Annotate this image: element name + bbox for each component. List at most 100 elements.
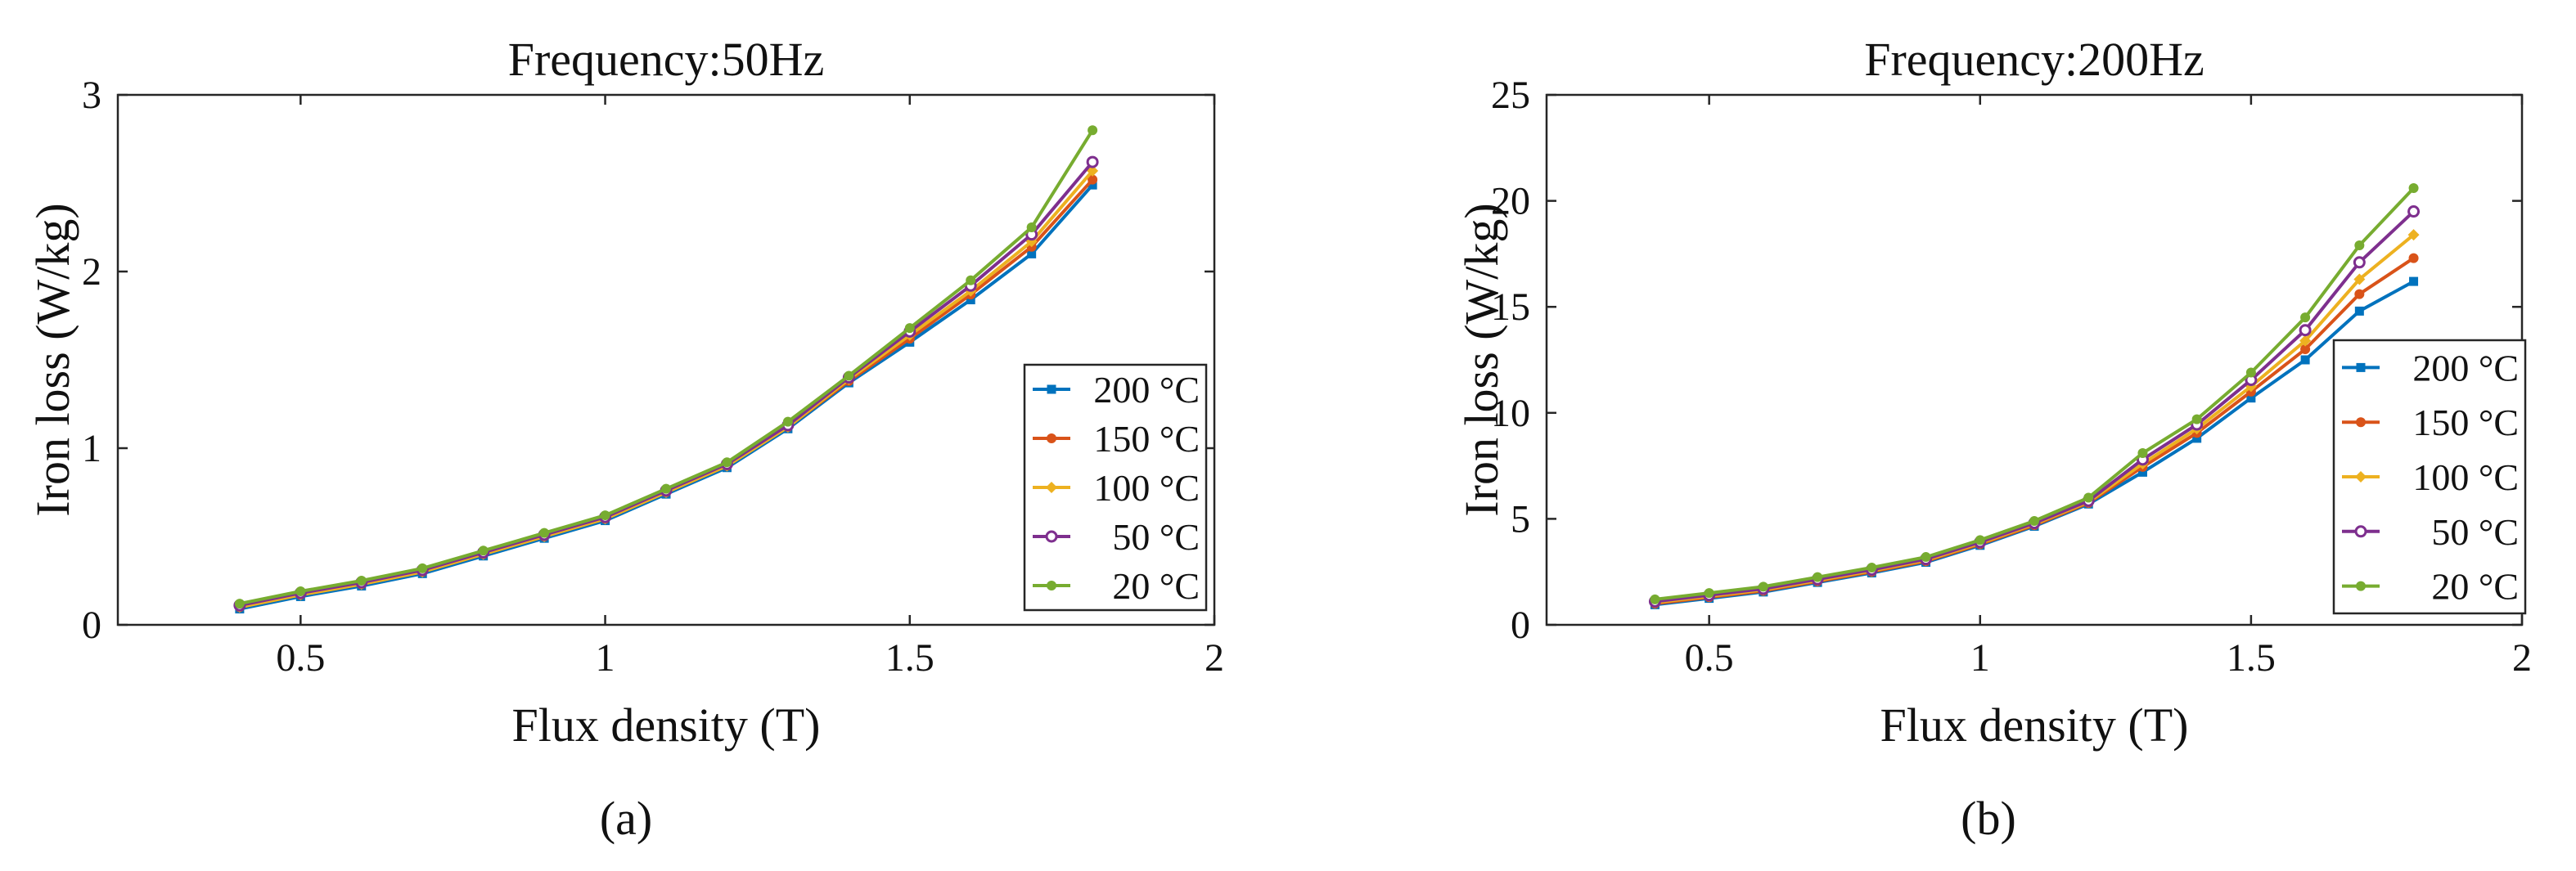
- panel-b-data-point: [1758, 581, 1768, 592]
- panel-b-x-axis-label: Flux density (T): [1880, 698, 2189, 752]
- panel-b-y-tick-label: 20: [1491, 180, 1530, 223]
- panel-b-x-tick-label: 1.5: [2227, 636, 2276, 680]
- panel-a-y-axis-label: Iron loss (W/kg): [26, 203, 79, 516]
- panel-b-data-point: [2407, 205, 2421, 218]
- panel-b-data-point: [2353, 256, 2366, 269]
- panel-b-title: Frequency:200Hz: [1864, 33, 2204, 86]
- panel-a-data-point: [782, 416, 793, 427]
- panel-b-x-tick-label: 0.5: [1685, 636, 1734, 680]
- panel-b-data-point: [2192, 433, 2202, 443]
- panel-a-x-tick-label: 1: [596, 636, 615, 680]
- panel-a-data-point: [295, 586, 306, 596]
- panel-a-data-point: [966, 295, 975, 305]
- panel-a-caption: (a): [600, 792, 652, 845]
- panel-a-data-point: [1026, 222, 1037, 232]
- panel-b-data-point: [1867, 563, 1877, 573]
- panel-b-data-point: [2354, 289, 2365, 299]
- panel-b-legend-label: 150 °C: [2412, 402, 2519, 443]
- panel-b-data-point: [2137, 448, 2148, 459]
- panel-b-series-2: [1649, 229, 2420, 608]
- panel-a-axes-box: [116, 93, 1216, 626]
- panel-a-data-point: [844, 370, 854, 381]
- panel-b-data-point: [1813, 572, 1823, 582]
- panel-a-data-point: [722, 457, 732, 468]
- panel-b-data-point: [2354, 306, 2364, 316]
- panel-b-data-point: [2407, 229, 2420, 241]
- panel-b-y-tick-label: 5: [1511, 497, 1530, 541]
- panel-a-group: 0.5 1 1.5 2 0 1 2 3 Frequency:50Hz Flux density (…: [26, 33, 1224, 845]
- panel-a-x-tick-label: 0.5: [276, 636, 325, 680]
- panel-a-data-point: [1088, 125, 1098, 136]
- panel-b-data-point: [2245, 367, 2256, 378]
- panel-a-legend-label: 150 °C: [1093, 418, 1200, 460]
- panel-a-data-point: [661, 483, 671, 494]
- panel-b-data-point: [2029, 515, 2039, 526]
- panel-b-series-line: [1655, 233, 2415, 604]
- panel-b-data-point: [2300, 344, 2311, 355]
- panel-a-series-line: [239, 129, 1094, 606]
- panel-a-legend-label: 200 °C: [1093, 369, 1200, 411]
- panel-a-data-point: [234, 599, 245, 609]
- panel-b-data-point: [1650, 594, 1660, 604]
- panel-b-legend-label: 100 °C: [2412, 456, 2519, 498]
- panel-a-series-4: [234, 125, 1098, 609]
- panel-b-y-tick-label: 0: [1511, 604, 1530, 647]
- panel-b-y-tick-label: 25: [1491, 74, 1530, 117]
- panel-a-data-point: [966, 275, 976, 285]
- panel-b-legend-label: 200 °C: [2412, 347, 2519, 388]
- panel-a-series-1: [234, 174, 1098, 613]
- panel-b-legend: 200 °C 150 °C 100 °C 50 °C 20 °C: [2332, 339, 2527, 615]
- panel-a-legend: 200 °C 150 °C 100 °C 50 °C 20 °C: [1023, 363, 1208, 612]
- panel-a-data-point: [356, 576, 367, 586]
- panel-b-series-4: [1650, 183, 2419, 604]
- panel-b-data-point: [2137, 467, 2147, 477]
- panel-b-x-tick-label: 1: [1970, 636, 1990, 680]
- panel-b-legend-marker: [2356, 417, 2366, 428]
- panel-a-legend-label: 20 °C: [1112, 565, 1200, 607]
- panel-b-caption: (b): [1961, 792, 2016, 845]
- panel-a-data-point: [1086, 155, 1099, 168]
- panel-a-series-0: [235, 180, 1097, 614]
- panel-a-data-point: [1087, 164, 1099, 177]
- panel-a-legend-marker: [1047, 581, 1056, 590]
- panel-b-legend-marker: [2355, 471, 2367, 483]
- panel-a-legend-marker: [1045, 530, 1058, 543]
- panel-b-x-tick-label: 2: [2512, 636, 2532, 680]
- panel-b-y-tick-label: 15: [1491, 285, 1530, 329]
- panel-a-x-tick-label: 2: [1205, 636, 1224, 680]
- panel-b-data-point: [2353, 273, 2366, 285]
- panel-a-series-3: [233, 155, 1099, 612]
- panel-b-series-1: [1650, 253, 2419, 609]
- panel-a-x-tick-label: 1.5: [885, 636, 934, 680]
- panel-b-data-point: [2408, 183, 2419, 194]
- panel-b-data-point: [2408, 253, 2419, 263]
- panel-a-series-line: [239, 160, 1094, 608]
- panel-b-data-point: [1975, 535, 1985, 545]
- panel-a-data-point: [417, 563, 428, 573]
- panel-a-legend-label: 50 °C: [1112, 516, 1200, 558]
- panel-b-y-axis-label: Iron loss (W/kg): [1455, 203, 1508, 516]
- panel-b-data-point: [1921, 552, 1931, 563]
- panel-a-y-tick-label: 2: [82, 250, 101, 294]
- panel-b-series-3: [1648, 205, 2421, 608]
- panel-b-y-tick-label: 10: [1491, 392, 1530, 435]
- panel-a-data-point: [904, 323, 915, 334]
- panel-a-series-line: [239, 183, 1094, 611]
- panel-a-legend-marker: [1046, 482, 1057, 493]
- panel-b-data-point: [2083, 492, 2094, 503]
- panel-b-data-point: [2354, 240, 2365, 251]
- panel-a-data-point: [1027, 249, 1037, 258]
- panel-b-series-line: [1655, 256, 2415, 606]
- panel-a-y-tick-label: 3: [82, 74, 101, 117]
- panel-a-y-tick-label: 0: [82, 604, 101, 647]
- panel-b-series-line: [1655, 186, 2416, 601]
- panel-a-legend-label: 100 °C: [1093, 467, 1200, 509]
- panel-b-data-point: [2299, 324, 2312, 337]
- panel-b-data-point: [2246, 393, 2256, 403]
- panel-b-legend-marker: [2356, 362, 2366, 372]
- panel-b-data-point: [2191, 414, 2202, 424]
- panel-a-data-point: [1088, 174, 1098, 185]
